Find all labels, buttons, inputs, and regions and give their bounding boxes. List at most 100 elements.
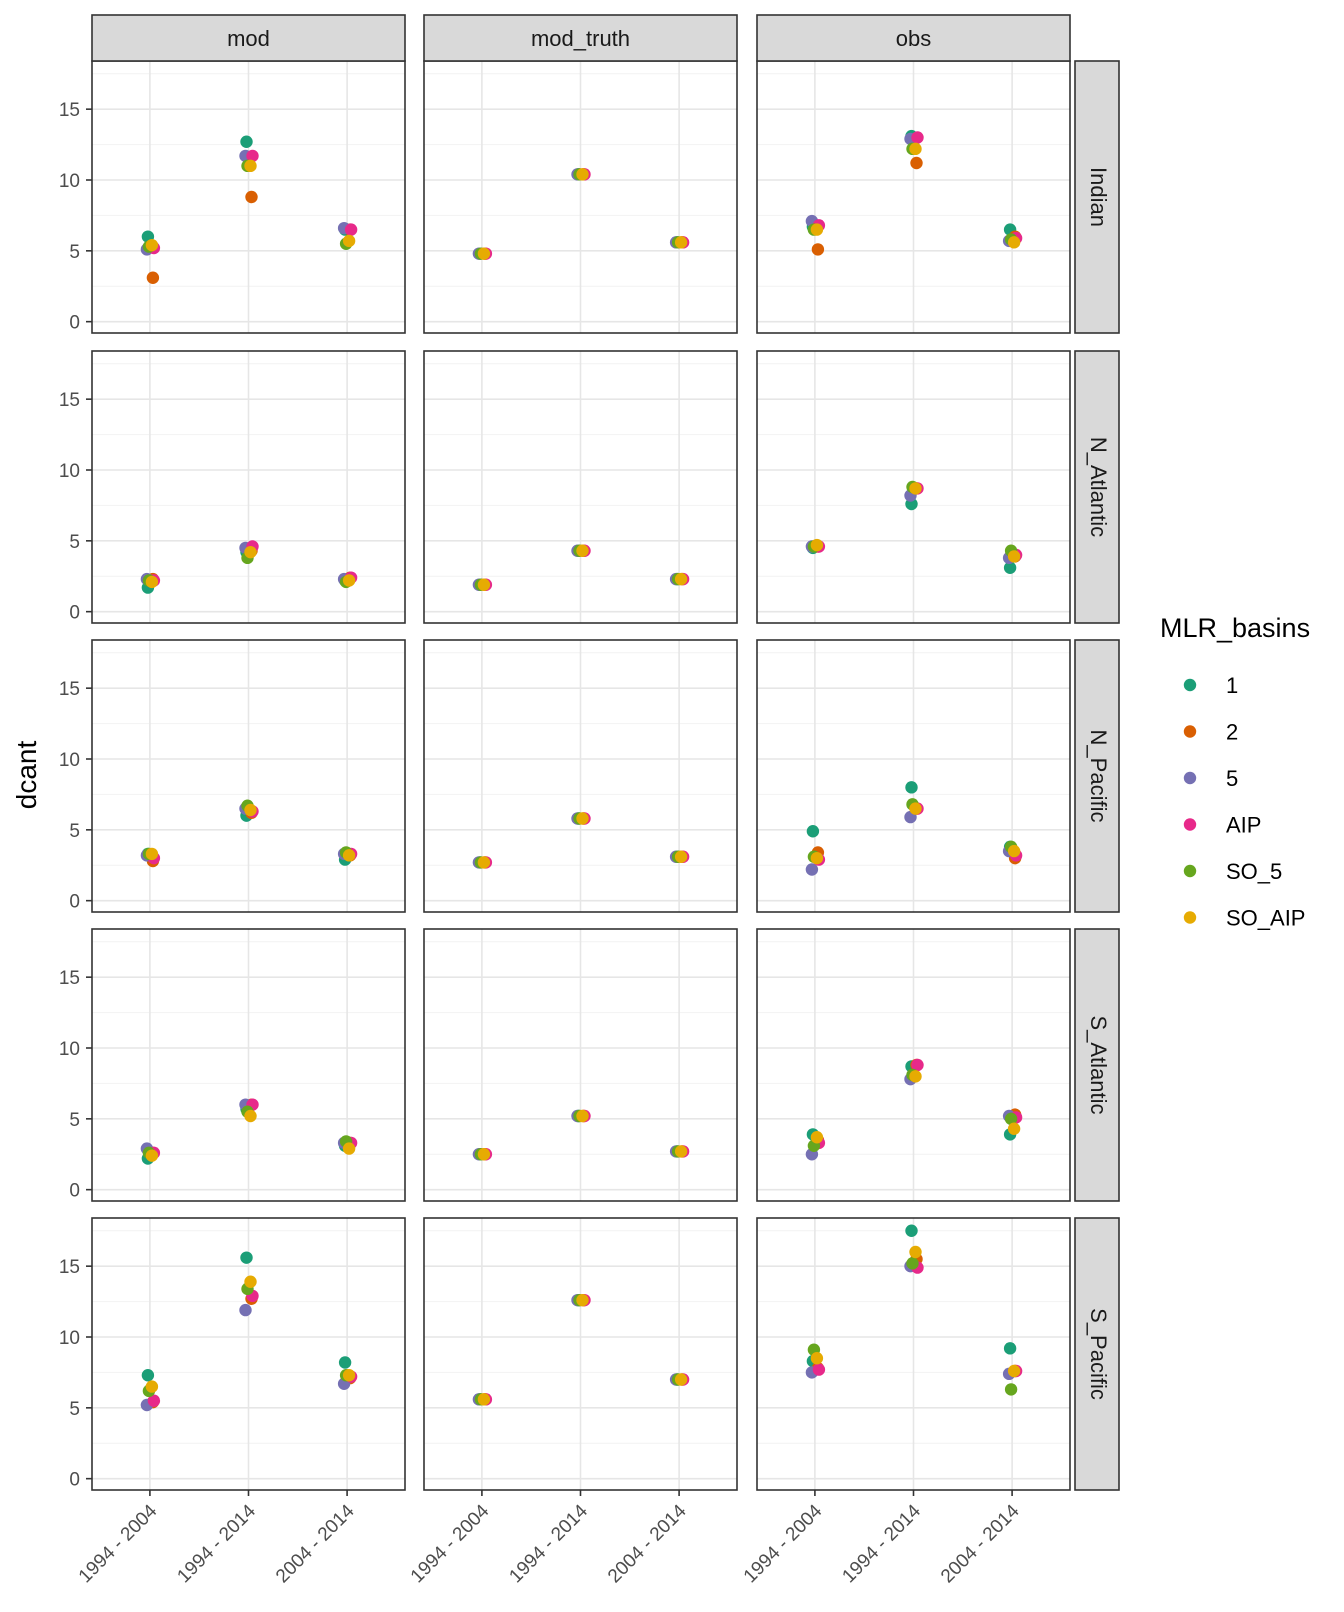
legend-label: 1 [1226,673,1238,698]
panel-mod_truth-N_Pacific [423,639,738,913]
strip-obs: obs [756,14,1071,62]
strip-label: obs [896,26,931,51]
strip-background [1074,350,1120,624]
legend-key [1183,818,1197,831]
data-point-SO_AIP [342,1369,356,1382]
y-tick-label: 15 [59,390,80,411]
y-tick-label: 15 [59,100,80,121]
data-point-SO_AIP [1007,236,1021,249]
data-point-SO_AIP [909,482,922,495]
data-point-SO_AIP [477,1148,491,1161]
legend-title: MLR_basins [1160,613,1310,643]
legend-entry-AIP: AIP [1183,813,1261,838]
strip-background [1074,639,1120,913]
y-tick-label: 15 [59,1257,80,1278]
legend-entry-SO_5: SO_5 [1183,859,1282,884]
y-tick-label: 15 [59,968,80,989]
y-tick-label: 5 [69,242,80,263]
data-point-SO_AIP [674,1373,688,1386]
data-point-SO_AIP [244,159,257,173]
y-tick-label: 0 [69,313,80,334]
legend: MLR_basins 1 2 5 AIP SO_5 SO_AIP [1160,613,1310,931]
y-tick-label: 10 [59,461,80,482]
strip-mod_truth: mod_truth [423,14,738,62]
strip-label: S_Atlantic [1086,1015,1111,1114]
panel-border [756,639,1071,913]
legend-key [1183,911,1197,924]
data-point-SO_AIP [342,574,356,587]
y-tick-label: 10 [59,1039,80,1060]
strip-label: N_Pacific [1086,730,1111,823]
legend-entry-SO_AIP: SO_AIP [1183,906,1305,931]
data-point-5 [805,863,819,876]
panel-border [423,639,738,913]
data-point-AIP [344,223,358,236]
data-point-SO_5 [1004,1112,1018,1126]
data-point-SO_AIP [342,849,356,862]
strip-background [423,14,738,62]
panel-mod-S_Atlantic [91,928,406,1202]
strip-N_Pacific: N_Pacific [1074,639,1120,913]
facet-panels [91,60,1071,1491]
y-tick-label: 0 [69,603,80,624]
strip-label: N_Atlantic [1086,437,1111,537]
data-point-SO_AIP [674,572,688,586]
data-point-SO_AIP [576,1293,589,1307]
data-point-SO_AIP [477,856,491,869]
data-point-2 [910,156,923,170]
data-point-SO_AIP [244,803,257,817]
legend-key [1183,864,1197,878]
data-point-SO_AIP [810,223,824,236]
y-axis-label: dcant [11,741,42,810]
strip-label: Indian [1086,167,1111,227]
legend-label: SO_AIP [1226,906,1305,931]
legend-label: SO_5 [1226,859,1282,884]
data-point-SO_AIP [674,236,688,249]
data-point-1 [905,1224,918,1237]
data-point-1 [141,1369,155,1382]
data-point-SO_AIP [145,238,159,252]
facet-strips: mod mod_truth obs Indian N_Atlantic N_Pacific… [91,14,1120,1491]
data-point-AIP [911,1058,924,1072]
data-point-1 [1003,1342,1017,1355]
data-point-AIP [246,149,259,163]
panel-border [756,928,1071,1202]
data-point-AIP [147,1394,161,1407]
panel-mod-S_Pacific [91,1217,406,1491]
panel-border [91,350,406,624]
legend-label: 2 [1226,720,1238,745]
data-point-2 [811,243,825,256]
data-point-SO_AIP [145,847,159,861]
legend-label: AIP [1226,813,1261,838]
data-point-SO_AIP [909,1245,922,1259]
data-point-SO_AIP [145,1149,159,1162]
data-point-AIP [911,131,924,144]
data-point-2 [245,190,258,204]
data-point-SO_AIP [909,802,922,815]
data-point-1 [905,781,918,794]
panel-obs-N_Atlantic [756,350,1071,624]
strip-S_Pacific: S_Pacific [1074,1217,1120,1491]
data-point-1 [338,1356,352,1369]
legend-label: 5 [1226,766,1238,791]
data-point-SO_AIP [674,1145,688,1158]
data-point-SO_AIP [576,1109,589,1123]
data-point-SO_AIP [674,850,688,863]
y-tick-label: 10 [59,1328,80,1349]
panel-mod-N_Pacific [91,639,406,913]
panel-border [756,350,1071,624]
legend-entry-5: 5 [1183,766,1238,791]
data-point-SO_AIP [342,234,356,248]
y-tick-label: 5 [69,1399,80,1420]
panel-mod-N_Atlantic [91,350,406,624]
strip-Indian: Indian [1074,60,1120,334]
panel-mod-Indian [91,60,406,334]
data-point-SO_AIP [576,168,589,181]
legend-key [1183,678,1197,692]
data-point-SO_AIP [810,1352,824,1365]
strip-mod: mod [91,14,406,62]
panel-mod_truth-Indian [423,60,738,334]
strip-background [756,14,1071,62]
strip-background [91,14,406,62]
